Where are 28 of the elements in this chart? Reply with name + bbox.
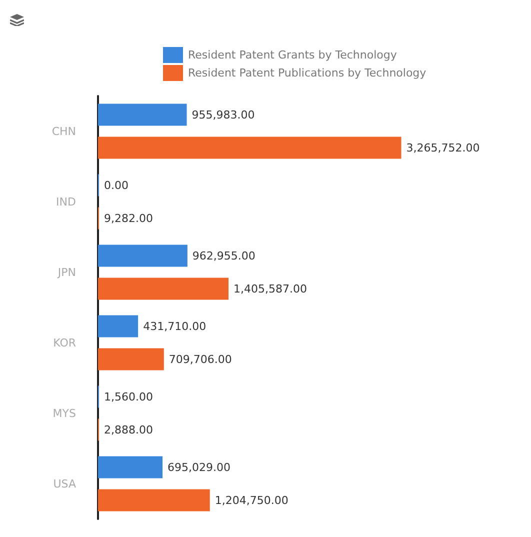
data-label: 1,405,587.00 xyxy=(234,282,308,296)
data-label: 431,710.00 xyxy=(143,320,206,333)
bar xyxy=(98,278,229,300)
data-label: 962,955.00 xyxy=(192,249,256,262)
data-label: 955,983.00 xyxy=(192,108,255,122)
data-label: 709,706.00 xyxy=(168,352,232,366)
data-label: 695,029.00 xyxy=(168,460,231,474)
legend-label: Resident Patent Grants by Technology xyxy=(188,48,398,62)
bar xyxy=(98,136,402,159)
y-tick-label: USA xyxy=(53,477,76,490)
data-label: 1,560.00 xyxy=(104,390,153,404)
data-label: 9,282.00 xyxy=(104,212,153,225)
data-label: 2,888.00 xyxy=(104,423,153,436)
bar xyxy=(98,456,163,478)
y-tick-label: CHN xyxy=(52,124,76,138)
data-label: 1,204,750.00 xyxy=(214,494,288,507)
y-tick-label: KOR xyxy=(53,336,76,350)
y-tick-label: IND xyxy=(56,195,76,208)
data-label: 3,265,752.00 xyxy=(406,141,480,154)
bar xyxy=(98,348,164,370)
bar xyxy=(98,244,188,267)
bar xyxy=(98,104,187,126)
data-label: 0.00 xyxy=(104,178,128,192)
y-tick-label: JPN xyxy=(56,266,76,279)
bar xyxy=(98,315,138,338)
bar xyxy=(98,489,210,512)
legend-label: Resident Patent Publications by Technology xyxy=(188,66,427,80)
y-tick-label: MYS xyxy=(52,406,76,420)
